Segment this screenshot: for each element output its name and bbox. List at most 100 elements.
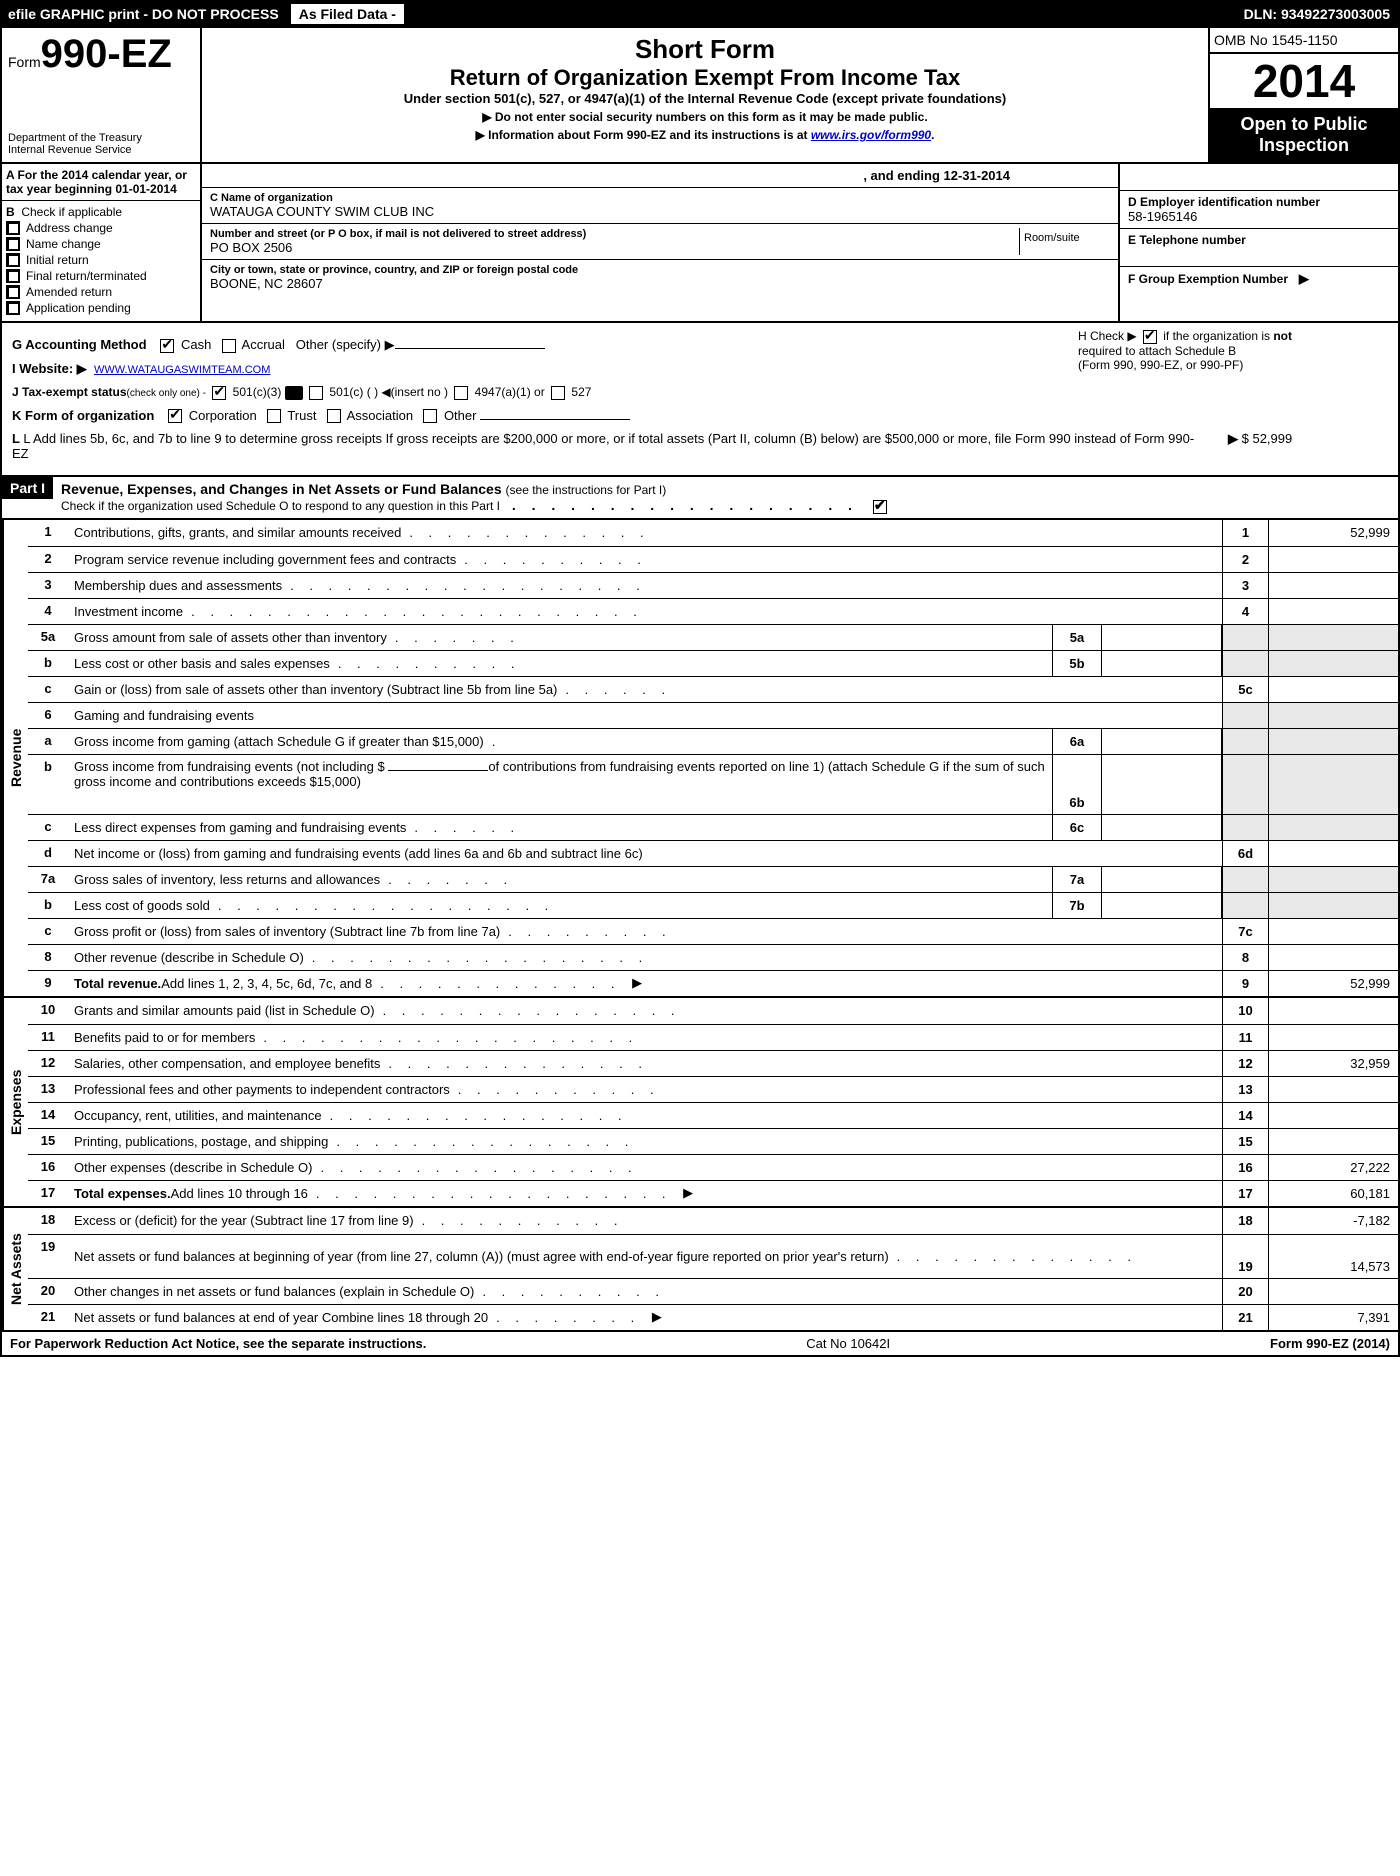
info-block-g-l: H Check ▶ if the organization is not req… [0, 323, 1400, 477]
chk-527[interactable] [551, 386, 565, 400]
ein-box: D Employer identification number 58-1965… [1120, 191, 1398, 229]
part1-label: Part I [2, 477, 53, 499]
checkbox-icon [6, 237, 20, 251]
val-4 [1268, 599, 1398, 624]
dept-treasury: Department of the Treasury [8, 132, 194, 144]
gross-receipts-value: $ 52,999 [1242, 431, 1293, 446]
chk-trust[interactable] [267, 409, 281, 423]
website-link[interactable]: WWW.WATAUGASWIMTEAM.COM [94, 364, 270, 376]
netassets-section: Net Assets 18Excess or (deficit) for the… [0, 1208, 1400, 1332]
form-page: efile GRAPHIC print - DO NOT PROCESS As … [0, 0, 1400, 1357]
chk-4947[interactable] [454, 386, 468, 400]
val-14 [1268, 1103, 1398, 1128]
line-14: 14Occupancy, rent, utilities, and mainte… [28, 1102, 1398, 1128]
room-suite-label: Room/suite [1020, 228, 1110, 255]
val-13 [1268, 1077, 1398, 1102]
dept-irs: Internal Revenue Service [8, 144, 194, 156]
paperwork-notice: For Paperwork Reduction Act Notice, see … [10, 1336, 426, 1351]
telephone-box: E Telephone number [1120, 229, 1398, 267]
val-8 [1268, 945, 1398, 970]
line-a-ending: , and ending 12-31-2014 [863, 168, 1110, 183]
tax-year: 2014 [1210, 54, 1398, 108]
val-12: 32,959 [1268, 1051, 1398, 1076]
form-ref: Form 990-EZ (2014) [1270, 1336, 1390, 1351]
irs-link[interactable]: www.irs.gov/form990 [811, 128, 931, 142]
val-9: 52,999 [1268, 971, 1398, 996]
omb-number: OMB No 1545-1150 [1210, 28, 1398, 54]
part1-title: Revenue, Expenses, and Changes in Net As… [53, 477, 1398, 517]
form-title: Return of Organization Exempt From Incom… [212, 65, 1198, 91]
street-address: PO BOX 2506 [210, 240, 1019, 255]
as-filed-label: As Filed Data - [291, 4, 404, 24]
checkbox-icon [6, 221, 20, 235]
val-1: 52,999 [1268, 520, 1398, 546]
val-5c [1268, 677, 1398, 702]
chk-final-return[interactable]: Final return/terminated [6, 269, 196, 283]
line-3: 3Membership dues and assessments. . . . … [28, 572, 1398, 598]
chk-application-pending[interactable]: Application pending [6, 301, 196, 315]
open-public-badge: Open to Public Inspection [1210, 108, 1398, 162]
top-bar: efile GRAPHIC print - DO NOT PROCESS As … [0, 0, 1400, 28]
line-6c: cLess direct expenses from gaming and fu… [28, 814, 1398, 840]
chk-initial-return[interactable]: Initial return [6, 253, 196, 267]
checkbox-icon [6, 285, 20, 299]
city-box: City or town, state or province, country… [202, 260, 1118, 295]
line-j: J Tax-exempt status(check only one) - 50… [12, 385, 1388, 400]
header-middle: Short Form Return of Organization Exempt… [202, 28, 1208, 162]
val-11 [1268, 1025, 1398, 1050]
chk-accrual[interactable] [222, 339, 236, 353]
checkbox-icon [6, 253, 20, 267]
line-7c: cGross profit or (loss) from sales of in… [28, 918, 1398, 944]
line-16: 16Other expenses (describe in Schedule O… [28, 1154, 1398, 1180]
checkbox-icon [6, 301, 20, 315]
chk-cash[interactable] [160, 339, 174, 353]
schedule-icon[interactable] [285, 386, 303, 400]
line-17: 17Total expenses. Add lines 10 through 1… [28, 1180, 1398, 1206]
dln-number: DLN: 93492273003005 [1244, 6, 1398, 22]
val-10 [1268, 998, 1398, 1024]
chk-schedule-o-part1[interactable] [873, 500, 887, 514]
efile-notice: efile GRAPHIC print - DO NOT PROCESS [2, 6, 285, 22]
short-form-label: Short Form [212, 34, 1198, 65]
chk-corporation[interactable] [168, 409, 182, 423]
column-b: A For the 2014 calendar year, or tax yea… [2, 164, 202, 321]
section-abcdef: A For the 2014 calendar year, or tax yea… [0, 164, 1400, 323]
b-label: B [6, 205, 15, 219]
line-11: 11Benefits paid to or for members. . . .… [28, 1024, 1398, 1050]
line-13: 13Professional fees and other payments t… [28, 1076, 1398, 1102]
page-footer: For Paperwork Reduction Act Notice, see … [0, 1332, 1400, 1357]
chk-amended-return[interactable]: Amended return [6, 285, 196, 299]
city-state-zip: BOONE, NC 28607 [210, 276, 1110, 291]
chk-other-org[interactable] [423, 409, 437, 423]
line-a-text: A For the 2014 calendar year, or tax yea… [6, 168, 187, 196]
line-8: 8Other revenue (describe in Schedule O).… [28, 944, 1398, 970]
line-6d: dNet income or (loss) from gaming and fu… [28, 840, 1398, 866]
val-20 [1268, 1279, 1398, 1304]
chk-association[interactable] [327, 409, 341, 423]
chk-501c3[interactable] [212, 386, 226, 400]
form-number: 990-EZ [41, 32, 172, 76]
chk-name-change[interactable]: Name change [6, 237, 196, 251]
warning-ssn: ▶ Do not enter social security numbers o… [212, 110, 1198, 124]
val-16: 27,222 [1268, 1155, 1398, 1180]
line-5b: bLess cost or other basis and sales expe… [28, 650, 1398, 676]
line-7b: bLess cost of goods sold. . . . . . . . … [28, 892, 1398, 918]
line-l: L L Add lines 5b, 6c, and 7b to line 9 t… [12, 431, 1388, 461]
line-21: 21Net assets or fund balances at end of … [28, 1304, 1398, 1330]
line-6b: bGross income from fundraising events (n… [28, 754, 1398, 814]
form-header: Form990-EZ Department of the Treasury In… [0, 28, 1400, 164]
h-schedule-b-note: H Check ▶ if the organization is not req… [1078, 329, 1388, 372]
val-19: 14,573 [1268, 1235, 1398, 1278]
line-k: K Form of organization Corporation Trust… [12, 408, 1388, 424]
chk-h-not-required[interactable] [1143, 330, 1157, 344]
revenue-section: Revenue 1Contributions, gifts, grants, a… [0, 520, 1400, 998]
chk-address-change[interactable]: Address change [6, 221, 196, 235]
org-name: WATAUGA COUNTY SWIM CLUB INC [210, 204, 1110, 219]
revenue-side-label: Revenue [2, 520, 28, 996]
chk-501c[interactable] [309, 386, 323, 400]
header-left: Form990-EZ Department of the Treasury In… [2, 28, 202, 162]
netassets-side-label: Net Assets [2, 1208, 28, 1330]
line-6: 6Gaming and fundraising events [28, 702, 1398, 728]
part1-header-row: Part I Revenue, Expenses, and Changes in… [0, 477, 1400, 519]
line-6a: aGross income from gaming (attach Schedu… [28, 728, 1398, 754]
